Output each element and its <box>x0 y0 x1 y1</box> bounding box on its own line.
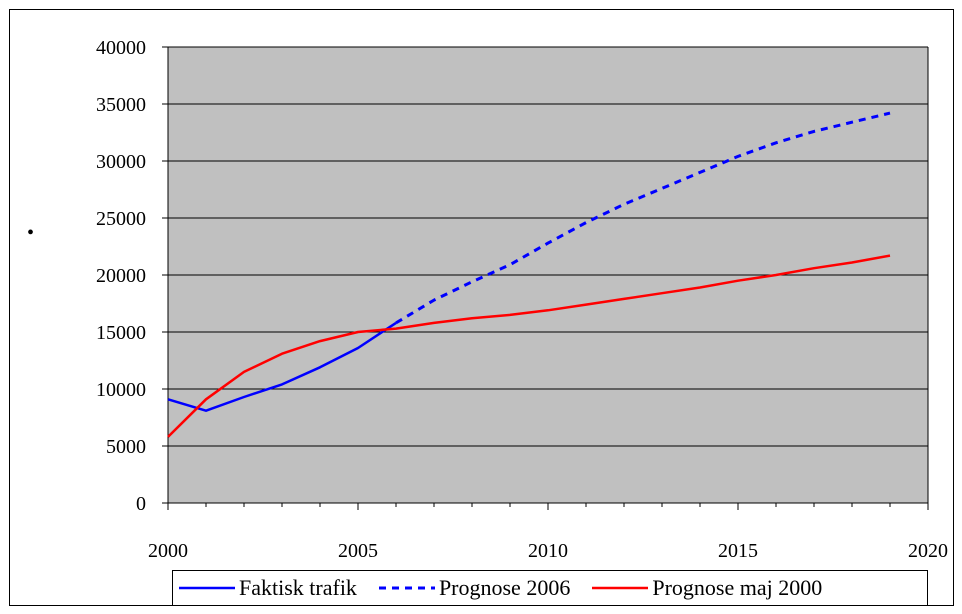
y-tick-label-7: 35000 <box>96 94 146 116</box>
series-line-1 <box>395 111 891 325</box>
x-tick-label-0: 2000 <box>148 540 188 562</box>
legend-label-faktisk-trafik: Faktisk trafik <box>239 575 357 600</box>
y-tick-label-0: 0 <box>136 493 146 515</box>
legend-item-prognose-maj-2000: Prognose maj 2000 <box>592 575 822 601</box>
x-tick-label-3: 2015 <box>718 540 758 562</box>
series-line-2 <box>167 254 891 438</box>
legend: Faktisk trafik Prognose 2006 Prognose ma… <box>172 570 928 606</box>
legend-label-prognose-2006: Prognose 2006 <box>438 575 571 600</box>
legend-label-prognose-maj-2000: Prognose maj 2000 <box>652 575 823 600</box>
legend-swatch-prognose-maj-2000 <box>592 586 649 590</box>
x-tick-label-2: 2010 <box>528 540 568 562</box>
y-tick-label-5: 25000 <box>96 208 146 230</box>
series-line-0 <box>167 321 397 412</box>
y-tick-label-4: 20000 <box>96 265 146 287</box>
y-tick-label-6: 30000 <box>96 151 146 173</box>
x-tick-label-1: 2005 <box>338 540 378 562</box>
y-tick-label-8: 40000 <box>96 37 146 59</box>
y-tick-label-3: 15000 <box>96 322 146 344</box>
y-tick-label-2: 10000 <box>96 379 146 401</box>
legend-swatch-faktisk-trafik <box>179 586 235 590</box>
stray-bullet-mark: • <box>27 222 35 244</box>
y-tick-label-1: 5000 <box>106 436 146 458</box>
legend-swatch-prognose-2006 <box>378 586 435 590</box>
legend-item-prognose-2006: Prognose 2006 <box>378 575 571 601</box>
x-tick-label-4: 2020 <box>908 540 948 562</box>
legend-item-faktisk-trafik: Faktisk trafik <box>179 575 357 601</box>
